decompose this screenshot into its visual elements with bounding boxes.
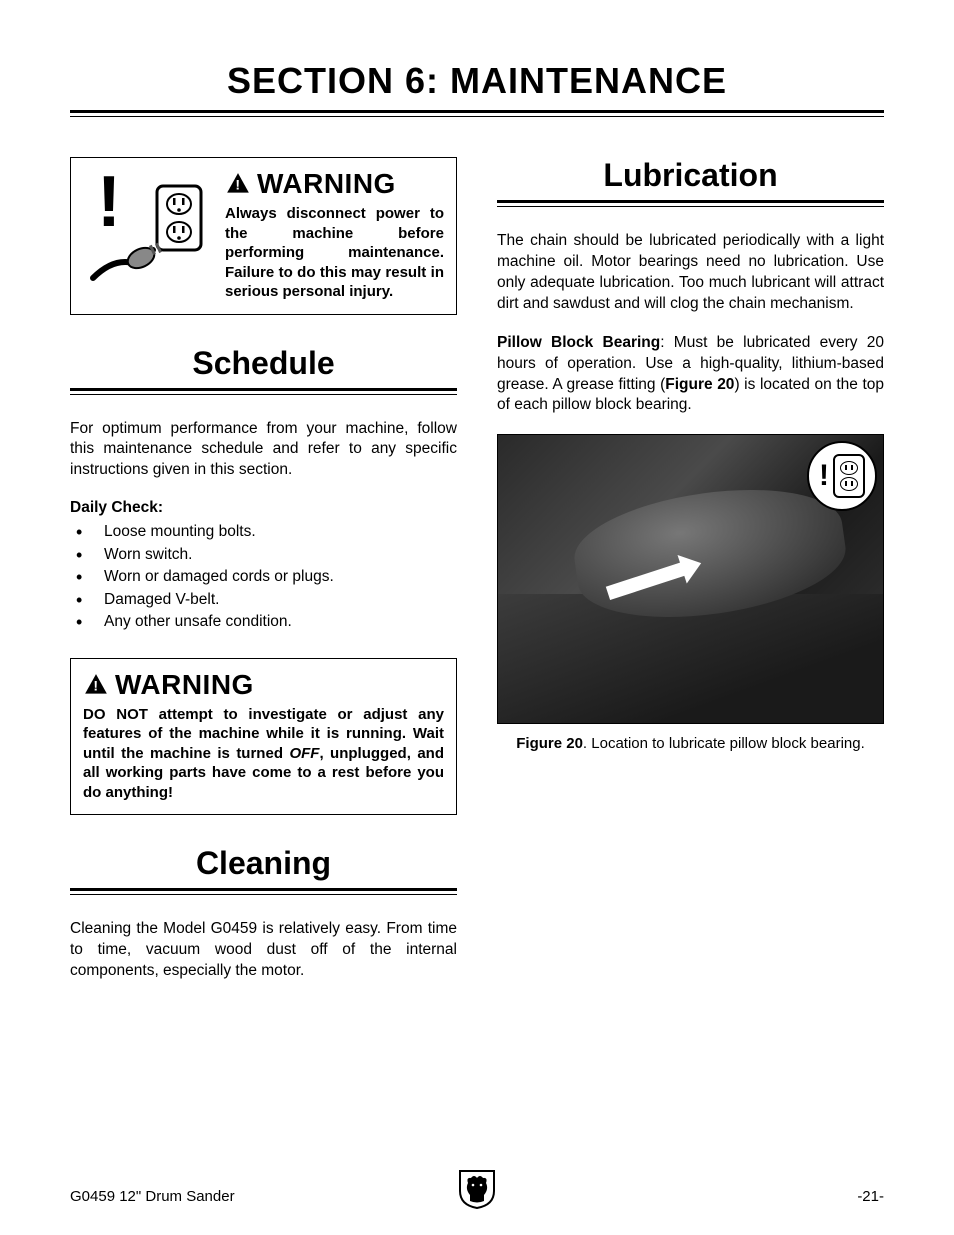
warning-box-running: ! WARNING DO NOT attempt to investigate … xyxy=(70,658,457,816)
grizzly-bear-logo xyxy=(456,1167,498,1209)
list-item: Worn switch. xyxy=(70,544,457,566)
schedule-heading: Schedule xyxy=(70,345,457,382)
cleaning-heading: Cleaning xyxy=(70,845,457,882)
cleaning-text: Cleaning the Model G0459 is relatively e… xyxy=(70,919,457,982)
figure-20-caption: Figure 20. Location to lubricate pillow … xyxy=(497,734,884,754)
section-title: SECTION 6: MAINTENANCE xyxy=(70,60,884,102)
left-column: ! ! xyxy=(70,157,457,1000)
lubrication-heading: Lubrication xyxy=(497,157,884,194)
schedule-intro: For optimum performance from your machin… xyxy=(70,419,457,482)
daily-check-list: Loose mounting bolts. Worn switch. Worn … xyxy=(70,521,457,633)
lubrication-text-2: Pillow Block Bearing: Must be lubricated… xyxy=(497,333,884,417)
lubrication-text-1: The chain should be lubricated periodica… xyxy=(497,231,884,315)
warning-text-power: Always disconnect power to the machine b… xyxy=(225,204,444,302)
warning-box-power: ! ! xyxy=(70,157,457,315)
lubrication-separator xyxy=(497,200,884,207)
list-item: Loose mounting bolts. xyxy=(70,521,457,543)
unplug-illustration: ! xyxy=(83,168,213,288)
warning-triangle-icon: ! xyxy=(83,672,109,698)
title-rule-thin xyxy=(70,116,884,117)
list-item: Any other unsafe condition. xyxy=(70,611,457,633)
list-item: Worn or damaged cords or plugs. xyxy=(70,566,457,588)
warning-label: WARNING xyxy=(257,168,396,200)
footer-product: G0459 12" Drum Sander xyxy=(70,1188,235,1205)
svg-text:!: ! xyxy=(97,168,121,242)
cleaning-separator xyxy=(70,888,457,895)
figure-20-image: ! xyxy=(497,434,884,724)
schedule-separator xyxy=(70,388,457,395)
warning-label: WARNING xyxy=(115,669,254,701)
page-footer: G0459 12" Drum Sander -21- xyxy=(70,1188,884,1205)
daily-check-title: Daily Check: xyxy=(70,499,457,517)
unplug-inset-icon: ! xyxy=(807,441,877,511)
footer-page-number: -21- xyxy=(857,1188,884,1205)
warning-triangle-icon: ! xyxy=(225,171,251,197)
two-column-layout: ! ! xyxy=(70,157,884,1000)
svg-text:!: ! xyxy=(235,176,240,192)
right-column: Lubrication The chain should be lubricat… xyxy=(497,157,884,1000)
title-rule-thick xyxy=(70,110,884,113)
warning-text-running: DO NOT attempt to investigate or adjust … xyxy=(83,705,444,803)
svg-text:!: ! xyxy=(93,677,98,693)
warning-header: ! WARNING xyxy=(225,168,444,200)
warning-header: ! WARNING xyxy=(83,669,444,701)
warning-content: ! WARNING Always disconnect power to the… xyxy=(225,168,444,302)
list-item: Damaged V-belt. xyxy=(70,589,457,611)
